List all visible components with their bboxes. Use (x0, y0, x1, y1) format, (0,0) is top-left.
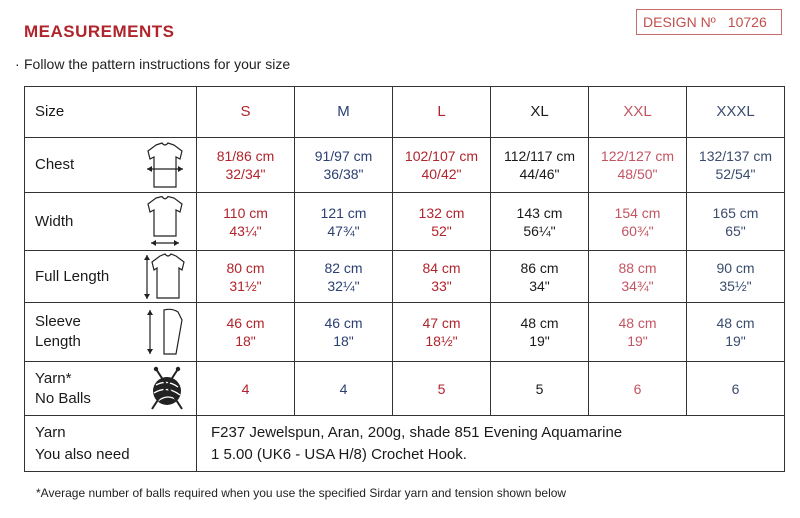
yarn-balls-s: 4 (196, 361, 295, 416)
chest-label-cell: Chest (24, 137, 197, 193)
full-length-xl: 86 cm 34" (490, 250, 589, 303)
design-number-box: DESIGN Nº 10726 (636, 9, 782, 35)
chest-xl: 112/117 cm 44/46" (490, 137, 589, 193)
yarn-ball-icon (151, 366, 183, 410)
width-m: 121 cm 47¾" (294, 192, 393, 251)
width-label-cell: Width (24, 192, 197, 251)
yarn-info-labels: Yarn You also need (24, 415, 197, 472)
full-length-label: Full Length (35, 267, 110, 285)
measurements-table: Size S M L XL XXL XXXL Chest 81/86 cm 32/… (24, 86, 785, 472)
sleeve-length-row: Sleeve Length 46 cm 18" 46 cm 18" 47 cm 18½"… (24, 302, 785, 362)
sleeve-length-m: 46 cm 18" (294, 302, 393, 362)
need-label: You also need (35, 445, 130, 463)
design-label: DESIGN Nº (643, 14, 716, 30)
width-row: Width 110 cm 43¼" 121 cm 47¾" 132 cm 52" 14… (24, 192, 785, 251)
yarn-value: F237 Jewelspun, Aran, 200g, shade 851 Ev… (211, 423, 623, 441)
chest-row: Chest 81/86 cm 32/34" 91/97 cm 36/38" 102/… (24, 137, 785, 193)
yarn-label: Yarn (35, 423, 66, 441)
chest-measure-icon (147, 142, 183, 188)
sleeve-length-label-cell: Sleeve Length (24, 302, 197, 362)
full-length-row: Full Length 80 cm 31½" 82 cm 32¼" 84 cm 33"… (24, 250, 785, 303)
chest-m: 91/97 cm 36/38" (294, 137, 393, 193)
yarn-balls-label-cell: Yarn* No Balls (24, 361, 197, 416)
page-title: MEASUREMENTS (24, 22, 175, 41)
full-length-xxxl: 90 cm 35½" (686, 250, 785, 303)
sleeve-length-label: Sleeve Length (35, 313, 81, 350)
size-m: M (294, 86, 393, 138)
width-label: Width (35, 212, 74, 230)
size-l: L (392, 86, 491, 138)
size-label: Size (35, 103, 65, 120)
yarn-info-values: F237 Jewelspun, Aran, 200g, shade 851 Ev… (196, 415, 785, 472)
chest-xxl: 122/127 cm 48/50" (588, 137, 687, 193)
sleeve-length-xxxl: 48 cm 19" (686, 302, 785, 362)
intro-text: Follow the pattern instructions for your… (24, 56, 291, 72)
width-s: 110 cm 43¼" (196, 192, 295, 251)
full-length-l: 84 cm 33" (392, 250, 491, 303)
full-length-xxl: 88 cm 34¾" (588, 250, 687, 303)
full-length-s: 80 cm 31½" (196, 250, 295, 303)
sleeve-length-l: 47 cm 18½" (392, 302, 491, 362)
yarn-balls-xxxl: 6 (686, 361, 785, 416)
chest-xxxl: 132/137 cm 52/54" (686, 137, 785, 193)
width-xl: 143 cm 56¼" (490, 192, 589, 251)
yarn-balls-l: 5 (392, 361, 491, 416)
size-xl: XL (490, 86, 589, 138)
chest-label: Chest (35, 156, 75, 173)
need-value: 1 5.00 (UK6 - USA H/8) Crochet Hook. (211, 445, 467, 463)
bullet: · (15, 56, 20, 72)
full-length-m: 82 cm 32¼" (294, 250, 393, 303)
yarn-info-row: Yarn You also need F237 Jewelspun, Aran,… (24, 415, 785, 472)
sleeve-length-xxl: 48 cm 19" (588, 302, 687, 362)
width-xxxl: 165 cm 65" (686, 192, 785, 251)
width-xxl: 154 cm 60¾" (588, 192, 687, 251)
yarn-balls-label: Yarn* No Balls (35, 369, 91, 407)
yarn-balls-xl: 5 (490, 361, 589, 416)
footnote: *Average number of balls required when y… (36, 486, 567, 500)
design-number: 10726 (727, 14, 767, 30)
sleeve-length-measure-icon (147, 308, 183, 355)
size-row: Size S M L XL XXL XXXL (24, 86, 785, 138)
sleeve-length-xl: 48 cm 19" (490, 302, 589, 362)
size-label-cell: Size (24, 86, 197, 138)
yarn-balls-xxl: 6 (588, 361, 687, 416)
yarn-balls-m: 4 (294, 361, 393, 416)
size-s: S (196, 86, 295, 138)
yarn-balls-row: Yarn* No Balls 4 4 5 5 6 6 (24, 361, 785, 416)
width-l: 132 cm 52" (392, 192, 491, 251)
sleeve-length-s: 46 cm 18" (196, 302, 295, 362)
full-length-label-cell: Full Length (24, 250, 197, 303)
full-length-measure-icon (144, 252, 185, 299)
chest-s: 81/86 cm 32/34" (196, 137, 295, 193)
chest-l: 102/107 cm 40/42" (392, 137, 491, 193)
size-xxxl: XXXL (686, 86, 785, 138)
size-xxl: XXL (588, 86, 687, 138)
width-measure-icon (147, 195, 183, 246)
